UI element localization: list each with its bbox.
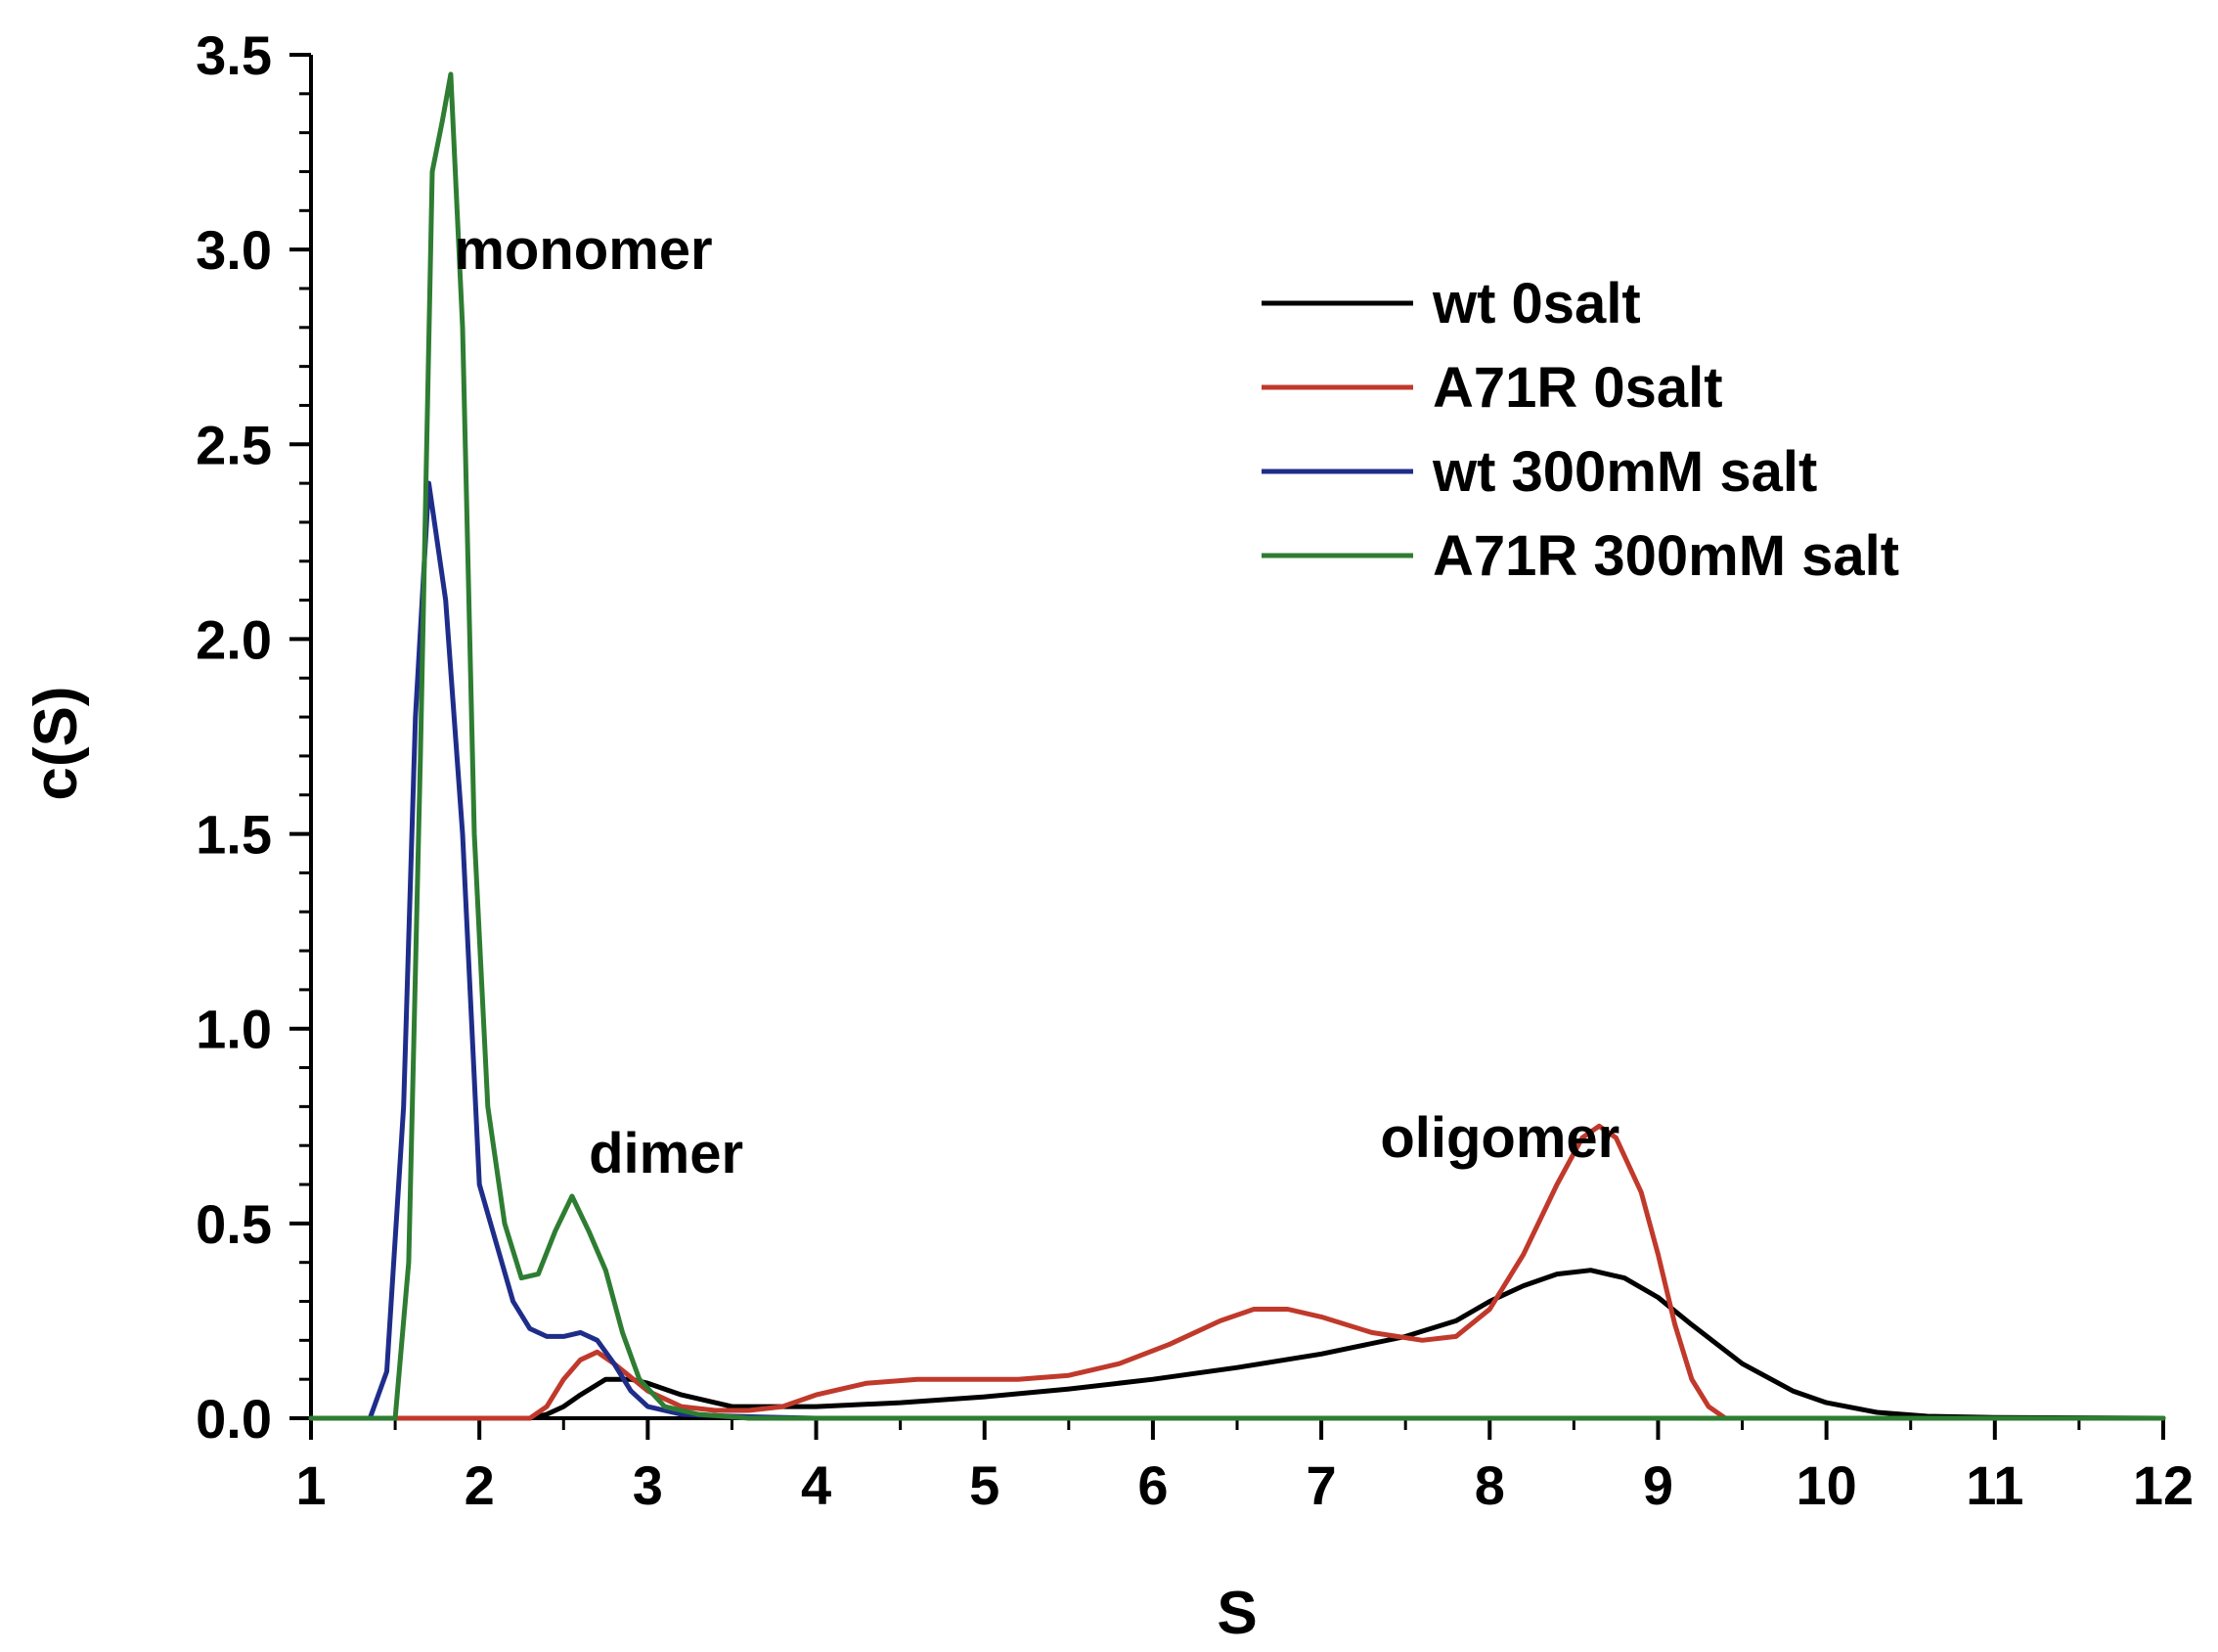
series-line-a71r-0salt bbox=[308, 1123, 2166, 1421]
y-tick-label: 0.0 bbox=[196, 1388, 272, 1450]
annotation-dimer: dimer bbox=[589, 1122, 743, 1185]
y-axis-title: c(S) bbox=[22, 686, 90, 800]
x-tick-label: 2 bbox=[465, 1454, 495, 1516]
x-tick-label: 6 bbox=[1137, 1454, 1168, 1516]
x-tick-label: 8 bbox=[1475, 1454, 1505, 1516]
series-line-wt-0salt bbox=[308, 1268, 2166, 1421]
legend-label: wt 0salt bbox=[1432, 272, 1641, 335]
annotation-monomer: monomer bbox=[454, 218, 712, 282]
y-tick-label: 3.5 bbox=[196, 24, 272, 86]
x-tick-label: 7 bbox=[1307, 1454, 1337, 1516]
x-tick-label: 10 bbox=[1796, 1454, 1856, 1516]
data-series bbox=[308, 71, 2166, 1421]
peak-annotations: monomer dimer oligomer bbox=[454, 218, 1619, 1185]
annotation-oligomer: oligomer bbox=[1380, 1106, 1619, 1170]
axis-ticks: 1 2 3 4 5 6 7 8 9 10 11 120.00.51.01.52.02.53.03.5 bbox=[196, 24, 2194, 1516]
x-axis-title: S bbox=[1217, 1580, 1257, 1647]
x-tick-label: 1 bbox=[295, 1454, 326, 1516]
legend: wt 0salt A71R 0salt wt 300mM salt A71R 300m… bbox=[1262, 272, 1899, 588]
y-tick-label: 2.5 bbox=[196, 414, 272, 475]
y-tick-label: 3.0 bbox=[196, 219, 272, 281]
x-tick-label: 12 bbox=[2133, 1454, 2194, 1516]
y-tick-label: 1.5 bbox=[196, 804, 272, 866]
x-tick-label: 9 bbox=[1643, 1454, 1673, 1516]
x-tick-label: 11 bbox=[1966, 1454, 2023, 1516]
y-tick-label: 0.5 bbox=[196, 1193, 272, 1255]
y-tick-label: 1.0 bbox=[196, 999, 272, 1060]
legend-label: A71R 0salt bbox=[1433, 356, 1723, 420]
series-line-wt-300mm-salt bbox=[308, 480, 2166, 1421]
y-tick-label: 2.0 bbox=[196, 608, 272, 670]
x-tick-label: 5 bbox=[969, 1454, 999, 1516]
legend-label: wt 300mM salt bbox=[1432, 440, 1817, 504]
legend-label: A71R 300mM salt bbox=[1433, 524, 1899, 588]
x-tick-label: 3 bbox=[633, 1454, 663, 1516]
series-line-a71r-300mm-salt bbox=[308, 71, 2166, 1421]
x-tick-label: 4 bbox=[801, 1454, 831, 1516]
